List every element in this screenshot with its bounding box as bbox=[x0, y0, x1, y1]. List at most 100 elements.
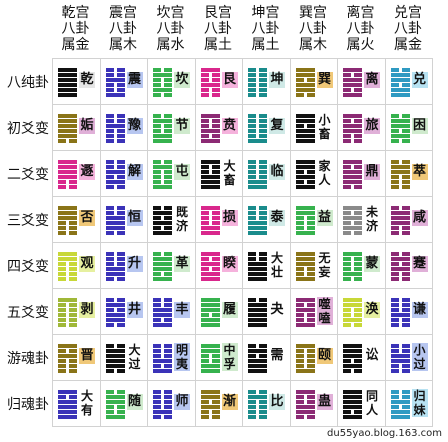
yin-line bbox=[153, 175, 161, 179]
yin-line bbox=[200, 257, 209, 261]
yang-line bbox=[58, 257, 77, 261]
yin-line bbox=[306, 364, 315, 368]
yin-line bbox=[211, 410, 220, 414]
yang-line bbox=[105, 318, 125, 322]
yin-line bbox=[200, 170, 209, 174]
yin-line bbox=[116, 134, 125, 138]
yang-line bbox=[295, 308, 315, 312]
yang-line bbox=[248, 180, 267, 184]
hexagram-name: 师 bbox=[174, 394, 190, 410]
yin-line bbox=[153, 160, 161, 164]
yin-line bbox=[58, 323, 66, 327]
yin-line bbox=[116, 83, 125, 87]
yin-line bbox=[390, 323, 399, 327]
yang-line bbox=[343, 114, 362, 118]
yin-line bbox=[211, 88, 220, 92]
hexagram-cell: 乾 bbox=[52, 58, 100, 104]
yin-line bbox=[390, 308, 399, 312]
yang-line bbox=[200, 68, 220, 72]
hexagram-name: 颐 bbox=[316, 348, 333, 364]
yang-line bbox=[105, 226, 125, 230]
hexagram-cell: 升 bbox=[100, 242, 148, 288]
yang-line bbox=[248, 267, 267, 271]
yin-line bbox=[105, 139, 114, 143]
yin-line bbox=[354, 313, 362, 317]
yang-line bbox=[58, 78, 77, 82]
hexagram-name: 中孚 bbox=[221, 343, 238, 371]
yin-line bbox=[116, 257, 125, 261]
yang-line bbox=[153, 165, 172, 169]
hexagram-cell: 小过 bbox=[385, 334, 433, 380]
yin-line bbox=[248, 88, 256, 92]
yin-line bbox=[153, 415, 161, 419]
yin-line bbox=[116, 175, 125, 179]
yin-line bbox=[211, 400, 220, 404]
yin-line bbox=[164, 298, 172, 302]
yin-line bbox=[354, 165, 362, 169]
hexagram-name: 恒 bbox=[126, 210, 143, 226]
yin-line bbox=[295, 349, 304, 353]
yang-line bbox=[390, 354, 410, 358]
grid-line bbox=[52, 380, 433, 381]
column-header-line: 八卦 bbox=[204, 21, 232, 37]
hexagram-name: 观 bbox=[79, 256, 95, 272]
yin-line bbox=[401, 180, 410, 184]
yin-line bbox=[259, 124, 267, 128]
hexagram-name: 丰 bbox=[174, 302, 190, 318]
yin-line bbox=[69, 226, 77, 230]
grid-line bbox=[52, 334, 433, 335]
yin-line bbox=[211, 216, 220, 220]
yin-line bbox=[116, 165, 125, 169]
hexagram-cell: 中孚 bbox=[195, 334, 243, 380]
hexagram-cell: 坎 bbox=[147, 58, 195, 104]
hexagram-name: 大过 bbox=[126, 343, 143, 371]
yang-line bbox=[343, 93, 362, 97]
yang-line bbox=[295, 277, 315, 281]
yin-line bbox=[248, 211, 256, 215]
yin-line bbox=[248, 160, 256, 164]
yin-line bbox=[354, 185, 362, 189]
hexagram-name: 蒙 bbox=[364, 256, 380, 272]
yang-line bbox=[200, 226, 220, 230]
yang-line bbox=[295, 369, 315, 373]
hexagram-cell: 屯 bbox=[147, 150, 195, 196]
yin-line bbox=[153, 354, 161, 358]
hexagram-name: 无妄 bbox=[316, 251, 333, 279]
yin-line bbox=[306, 303, 315, 307]
yin-line bbox=[164, 160, 172, 164]
column-header-line: 艮宫 bbox=[204, 5, 232, 21]
yang-line bbox=[248, 277, 267, 281]
yin-line bbox=[248, 114, 256, 118]
hexagram-name: 蹇 bbox=[411, 256, 428, 272]
hexagram-cell: 大壮 bbox=[242, 242, 290, 288]
yin-line bbox=[401, 272, 410, 276]
yang-line bbox=[343, 226, 362, 230]
column-header-line: 属金 bbox=[61, 37, 90, 53]
hexagram-cell: 损 bbox=[195, 196, 243, 242]
yin-line bbox=[58, 185, 66, 189]
yin-line bbox=[295, 267, 304, 271]
yang-line bbox=[153, 257, 172, 261]
yang-line bbox=[390, 73, 410, 77]
column-header-line: 属木 bbox=[299, 37, 327, 53]
yin-line bbox=[248, 354, 256, 358]
yin-line bbox=[58, 231, 66, 235]
yin-line bbox=[116, 344, 125, 348]
yang-line bbox=[248, 318, 267, 322]
yin-line bbox=[343, 410, 351, 414]
yin-line bbox=[164, 93, 172, 97]
yin-line bbox=[343, 119, 351, 123]
yang-line bbox=[343, 303, 362, 307]
hexagram-cell: 随 bbox=[100, 380, 148, 426]
yang-line bbox=[58, 114, 77, 118]
yin-line bbox=[390, 349, 399, 353]
yin-line bbox=[390, 369, 399, 373]
yang-line bbox=[105, 93, 125, 97]
yin-line bbox=[259, 114, 267, 118]
yin-line bbox=[153, 318, 161, 322]
yin-line bbox=[248, 129, 256, 133]
yang-line bbox=[248, 226, 267, 230]
yin-line bbox=[211, 165, 220, 169]
hexagram-cell: 大畜 bbox=[195, 150, 243, 196]
yin-line bbox=[211, 170, 220, 174]
